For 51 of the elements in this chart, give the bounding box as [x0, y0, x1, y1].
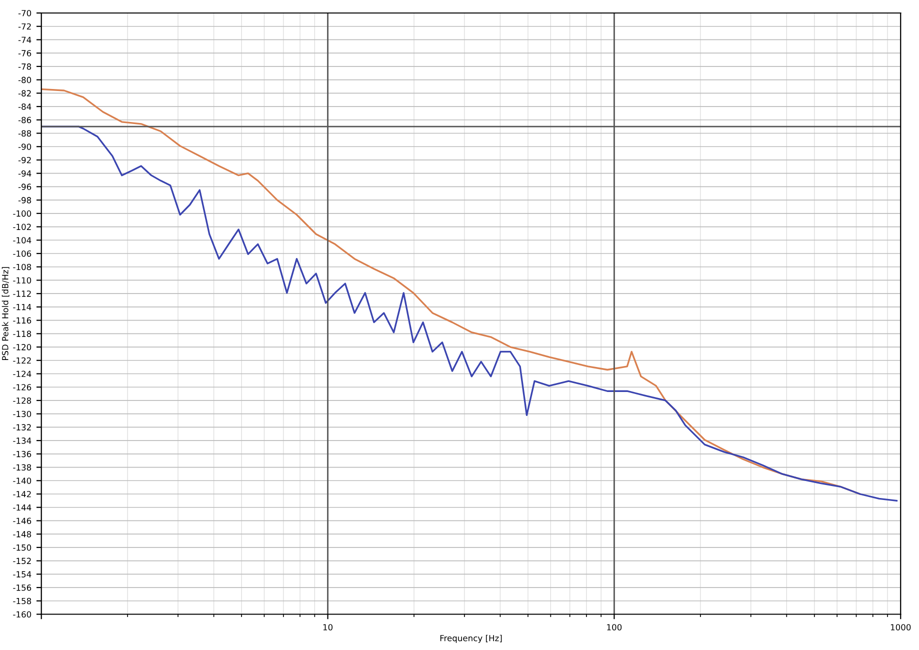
- y-tick-label: -80: [18, 76, 32, 84]
- y-tick-label: -122: [13, 357, 31, 364]
- y-tick-label: -126: [13, 384, 32, 390]
- y-tick-label: -140: [13, 478, 32, 484]
- y-tick-label: -144: [13, 504, 32, 511]
- y-tick-label: -150: [13, 544, 32, 551]
- y-tick-label: -142: [13, 490, 31, 498]
- y-tick-label: -94: [18, 170, 32, 177]
- y-tick-label: -114: [13, 304, 32, 310]
- y-tick-label: -102: [13, 224, 31, 230]
- y-tick-label: -128: [13, 397, 32, 404]
- y-tick-label: -154: [13, 571, 32, 578]
- y-tick-label: -112: [13, 290, 31, 297]
- y-tick-label: -160: [13, 611, 32, 618]
- y-tick-label: -158: [13, 598, 32, 604]
- y-tick-label: -116: [13, 317, 32, 324]
- y-tick-label: -110: [13, 277, 32, 284]
- y-tick-label: -130: [13, 410, 32, 418]
- y-tick-label: -134: [13, 438, 32, 444]
- y-tick-label: -132: [13, 424, 31, 430]
- y-tick-label: -136: [13, 450, 32, 458]
- y-tick-label: -90: [18, 144, 32, 150]
- y-axis-title: PSD Peak Hold [dB/Hz]: [2, 267, 10, 360]
- y-tick-label: -118: [13, 330, 32, 337]
- x-tick-label: 100: [607, 624, 622, 630]
- y-tick-label: -72: [18, 23, 31, 30]
- y-tick-label: -120: [13, 344, 32, 350]
- y-tick-label: -92: [18, 156, 31, 164]
- y-tick-label: -82: [18, 90, 31, 96]
- y-tick-label: -104: [13, 237, 32, 244]
- x-tick-label: 1000: [890, 624, 911, 630]
- x-tick-label: 10: [323, 624, 333, 630]
- y-tick-label: -106: [13, 250, 32, 257]
- y-tick-label: -84: [18, 104, 32, 110]
- y-tick-label: -124: [13, 370, 32, 377]
- y-tick-label: -96: [18, 184, 32, 190]
- y-tick-label: -74: [18, 36, 32, 43]
- y-tick-label: -146: [13, 518, 32, 524]
- y-tick-label: -86: [18, 116, 32, 124]
- y-tick-label: -78: [18, 63, 32, 70]
- y-tick-label: -76: [18, 50, 32, 56]
- x-axis-title: Frequency [Hz]: [440, 634, 502, 643]
- y-tick-label: -138: [13, 464, 32, 471]
- y-tick-label: -156: [13, 584, 32, 591]
- y-tick-label: -88: [18, 130, 32, 137]
- y-tick-label: -108: [13, 264, 32, 270]
- y-tick-label: -70: [18, 10, 32, 16]
- y-tick-label: -98: [18, 197, 32, 204]
- y-tick-label: -152: [13, 558, 31, 564]
- y-tick-label: -100: [13, 210, 32, 217]
- y-tick-label: -148: [13, 531, 32, 538]
